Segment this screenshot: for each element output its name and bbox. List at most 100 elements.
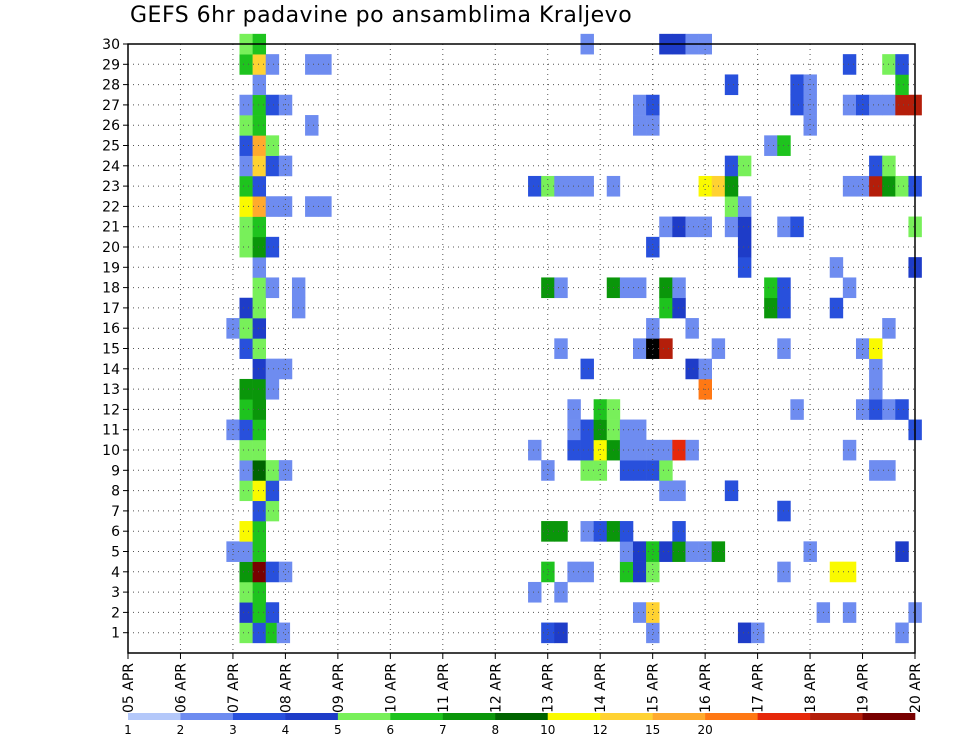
heatmap-cell bbox=[567, 399, 581, 420]
colorbar-swatch bbox=[232, 713, 286, 720]
heatmap-cell bbox=[737, 155, 752, 177]
heatmap-cell bbox=[305, 115, 319, 136]
heatmap-cell bbox=[672, 277, 686, 299]
colorbar-label: 1 bbox=[124, 723, 132, 737]
colorbar-swatch bbox=[862, 713, 916, 720]
y-tick-label: 12 bbox=[102, 402, 120, 418]
heatmap-cell bbox=[672, 480, 686, 502]
heatmap-cell bbox=[239, 622, 253, 644]
y-tick-label: 22 bbox=[102, 199, 120, 215]
heatmap-cell bbox=[265, 622, 280, 644]
x-tick-label: 06 APR bbox=[173, 663, 189, 713]
x-tick-label: 11 APR bbox=[436, 663, 452, 713]
y-tick-label: 3 bbox=[111, 585, 120, 601]
heatmap-cell bbox=[265, 277, 280, 299]
colorbar-swatch bbox=[442, 713, 496, 720]
heatmap-cell bbox=[737, 622, 752, 644]
heatmap-cell bbox=[724, 216, 739, 238]
heatmap-cell bbox=[698, 216, 712, 238]
heatmap-cell bbox=[252, 541, 267, 562]
heatmap-cell bbox=[239, 135, 253, 156]
heatmap-cell bbox=[803, 115, 817, 136]
heatmap-cell bbox=[239, 54, 253, 75]
heatmap-cell bbox=[252, 439, 267, 461]
heatmap-cell bbox=[869, 155, 883, 177]
y-tick-label: 1 bbox=[111, 626, 120, 642]
colorbar-swatch bbox=[810, 713, 863, 720]
heatmap-cell bbox=[252, 236, 267, 258]
heatmap-cell bbox=[869, 358, 883, 380]
heatmap-cell bbox=[869, 378, 883, 400]
heatmap-cell bbox=[239, 155, 253, 177]
colorbar-swatch bbox=[180, 713, 234, 720]
heatmap-cell bbox=[278, 94, 293, 116]
heatmap-cell bbox=[265, 500, 280, 522]
y-tick-label: 19 bbox=[102, 260, 120, 276]
heatmap-cell bbox=[632, 338, 647, 359]
y-tick-label: 28 bbox=[102, 78, 120, 94]
heatmap-cell bbox=[239, 196, 253, 217]
x-axis: 05 APR 06 APR 07 APR 08 APR 09 APR 10 APR 11 A… bbox=[121, 653, 924, 713]
heatmap-cell bbox=[632, 94, 647, 116]
y-tick-label: 4 bbox=[111, 565, 120, 581]
heatmap-cell bbox=[252, 521, 267, 542]
y-tick-label: 24 bbox=[102, 159, 120, 175]
colorbar-label: 8 bbox=[491, 723, 499, 737]
heatmap-cell bbox=[239, 216, 253, 238]
heatmap-cell bbox=[265, 561, 280, 583]
heatmap-cell bbox=[632, 439, 647, 461]
heatmap-cell bbox=[278, 358, 293, 380]
heatmap-cell bbox=[252, 561, 267, 583]
heatmap-cell bbox=[593, 521, 608, 542]
heatmap-cell bbox=[252, 581, 267, 603]
heatmap-cell bbox=[252, 196, 267, 217]
colorbar-label: 10 bbox=[540, 723, 555, 737]
heatmap-cell bbox=[541, 175, 555, 197]
y-tick-label: 27 bbox=[102, 98, 120, 114]
heatmap-cell bbox=[265, 358, 280, 380]
heatmap-cell bbox=[252, 54, 267, 75]
heatmap-cell bbox=[554, 175, 568, 197]
heatmap-cell bbox=[895, 74, 909, 96]
y-tick-label: 15 bbox=[102, 342, 120, 358]
y-tick-label: 16 bbox=[102, 321, 120, 337]
heatmap-cell bbox=[265, 480, 280, 502]
heatmap-cell bbox=[252, 500, 267, 522]
heatmap-cell bbox=[239, 378, 253, 400]
heatmap-cell bbox=[252, 480, 267, 502]
heatmap-cell bbox=[659, 297, 673, 319]
heatmap-cell bbox=[632, 541, 647, 562]
heatmap-cell bbox=[659, 439, 673, 461]
heatmap-cell bbox=[619, 277, 634, 299]
y-tick-label: 11 bbox=[102, 423, 120, 439]
heatmap-cell bbox=[239, 439, 253, 461]
heatmap-cell bbox=[632, 419, 647, 441]
colorbar-swatch bbox=[757, 713, 811, 720]
heatmap-cell bbox=[265, 236, 280, 258]
x-tick-label: 18 APR bbox=[803, 663, 819, 713]
colorbar-label: 5 bbox=[334, 723, 342, 737]
heatmap-cell bbox=[252, 622, 267, 644]
heatmap-cell bbox=[659, 338, 673, 359]
heatmap-cell bbox=[829, 561, 844, 583]
heatmap-cell bbox=[646, 602, 660, 623]
colorbar-label: 12 bbox=[593, 723, 608, 737]
heatmap-cell bbox=[239, 602, 253, 623]
heatmap-cell bbox=[541, 521, 555, 542]
heatmap-cell bbox=[646, 318, 660, 339]
heatmap-cell bbox=[803, 94, 817, 116]
y-tick-label: 5 bbox=[111, 545, 120, 561]
heatmap-cell bbox=[869, 338, 883, 359]
heatmap-cell bbox=[646, 561, 660, 583]
y-tick-label: 29 bbox=[102, 57, 120, 73]
heatmap-cell bbox=[672, 521, 686, 542]
heatmap-cell bbox=[698, 175, 712, 197]
heatmap-cell bbox=[632, 115, 647, 136]
heatmap-cell bbox=[646, 236, 660, 258]
heatmap-cell bbox=[659, 480, 673, 502]
heatmap-cell bbox=[646, 541, 660, 562]
x-tick-label: 15 APR bbox=[646, 663, 662, 713]
heatmap-cell bbox=[790, 74, 804, 96]
heatmap-cell bbox=[646, 115, 660, 136]
colorbar-swatch bbox=[390, 713, 444, 720]
